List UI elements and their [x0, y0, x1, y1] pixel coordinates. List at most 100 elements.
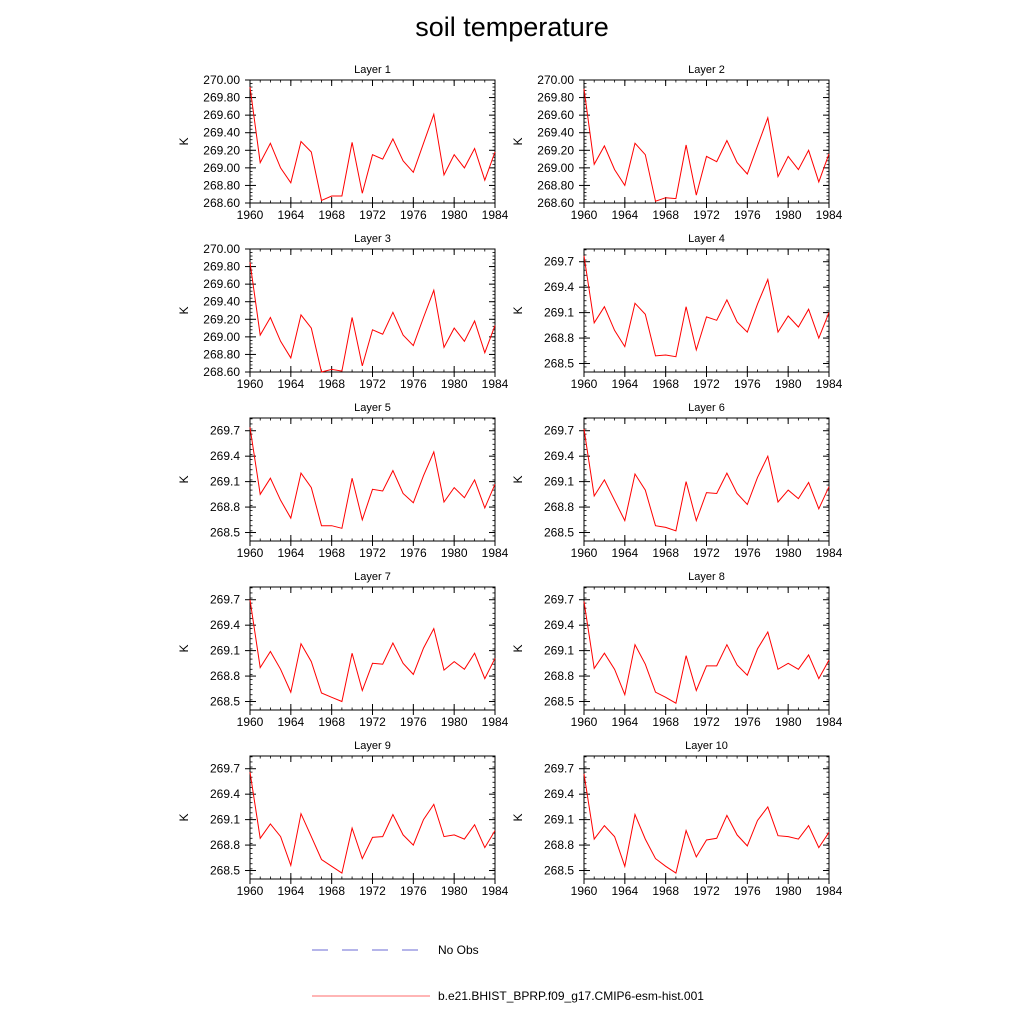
x-tick-label: 1984 — [482, 377, 509, 391]
x-tick-label: 1968 — [652, 208, 679, 222]
x-tick-label: 1964 — [611, 208, 638, 222]
x-tick-label: 1984 — [482, 208, 509, 222]
y-tick-label: 268.8 — [210, 838, 240, 852]
y-tick-label: 269.7 — [210, 593, 240, 607]
y-tick-label: 269.60 — [537, 108, 574, 122]
y-tick-label: 268.5 — [544, 526, 574, 540]
plot-frame — [249, 79, 496, 204]
x-tick-label: 1976 — [734, 884, 761, 898]
x-tick-label: 1968 — [652, 377, 679, 391]
panel-title: Layer 2 — [688, 64, 725, 76]
y-tick-label: 269.1 — [544, 644, 574, 658]
x-tick-label: 1964 — [611, 884, 638, 898]
y-tick-label: 268.8 — [544, 669, 574, 683]
panel-title: Layer 9 — [354, 740, 391, 752]
x-tick-label: 1964 — [277, 715, 304, 729]
y-tick-label: 268.5 — [210, 526, 240, 540]
x-tick-label: 1980 — [441, 546, 468, 560]
y-axis-label: K — [177, 644, 191, 652]
y-tick-label: 269.20 — [537, 143, 574, 157]
y-tick-label: 269.4 — [544, 280, 574, 294]
y-tick-label: 269.7 — [544, 593, 574, 607]
x-tick-label: 1960 — [571, 377, 598, 391]
y-tick-label: 268.80 — [203, 178, 240, 192]
x-tick-label: 1960 — [237, 377, 264, 391]
x-tick-label: 1984 — [816, 546, 843, 560]
panel-title: Layer 5 — [354, 402, 391, 414]
x-tick-label: 1960 — [237, 715, 264, 729]
y-axis-label: K — [511, 475, 525, 483]
y-tick-label: 270.00 — [203, 73, 240, 87]
plot-frame — [249, 248, 496, 373]
y-tick-label: 269.4 — [210, 787, 240, 801]
x-tick-label: 1968 — [318, 884, 345, 898]
y-axis-label: K — [511, 813, 525, 821]
x-tick-label: 1964 — [611, 546, 638, 560]
x-tick-label: 1960 — [571, 715, 598, 729]
panel-layer-4: Layer 4 K 1960 1964 1968 1972 1976 1980 1984 269.… — [511, 233, 843, 391]
series-line — [249, 772, 496, 874]
panel-title: Layer 1 — [354, 64, 391, 76]
y-tick-label: 269.40 — [203, 295, 240, 309]
y-tick-label: 268.8 — [544, 500, 574, 514]
y-tick-label: 269.1 — [210, 475, 240, 489]
panel-layer-9: Layer 9 K 1960 1964 1968 1972 1976 1980 1984 269.… — [177, 740, 509, 898]
x-tick-label: 1968 — [652, 715, 679, 729]
x-tick-label: 1968 — [318, 377, 345, 391]
y-tick-label: 269.1 — [210, 644, 240, 658]
page-title: soil temperature — [415, 12, 609, 42]
x-tick-label: 1984 — [816, 208, 843, 222]
x-tick-label: 1976 — [400, 208, 427, 222]
x-tick-label: 1984 — [816, 884, 843, 898]
y-axis-label: K — [177, 475, 191, 483]
x-tick-label: 1980 — [775, 884, 802, 898]
y-tick-label: 269.7 — [544, 255, 574, 269]
y-axis-label: K — [511, 306, 525, 314]
y-tick-label: 268.8 — [544, 838, 574, 852]
y-tick-label: 269.7 — [544, 424, 574, 438]
panel-title: Layer 3 — [354, 233, 391, 245]
x-tick-label: 1968 — [318, 546, 345, 560]
x-tick-label: 1976 — [400, 546, 427, 560]
y-tick-label: 268.8 — [544, 331, 574, 345]
panel-layer-8: Layer 8 K 1960 1964 1968 1972 1976 1980 1984 269.… — [511, 571, 843, 729]
plot-frame — [583, 586, 830, 711]
x-tick-label: 1972 — [359, 546, 386, 560]
y-tick-label: 268.5 — [544, 357, 574, 371]
x-tick-label: 1984 — [816, 715, 843, 729]
series-line — [583, 428, 830, 532]
x-tick-label: 1980 — [441, 715, 468, 729]
y-tick-label: 269.20 — [203, 143, 240, 157]
panel-title: Layer 8 — [688, 571, 725, 583]
x-tick-label: 1968 — [318, 208, 345, 222]
x-tick-label: 1980 — [775, 208, 802, 222]
x-tick-label: 1980 — [775, 377, 802, 391]
x-tick-label: 1972 — [693, 884, 720, 898]
panel-layer-2: Layer 2 K 1960 1964 1968 1972 1976 1980 1984 270.… — [511, 64, 843, 222]
plot-frame — [583, 755, 830, 880]
plot-frame — [249, 755, 496, 880]
y-tick-label: 269.60 — [203, 108, 240, 122]
panel-layer-1: Layer 1 K 1960 1964 1968 1972 1976 1980 1984 270.… — [177, 64, 509, 222]
x-tick-label: 1960 — [571, 884, 598, 898]
x-tick-label: 1984 — [482, 884, 509, 898]
x-tick-label: 1972 — [359, 208, 386, 222]
x-tick-label: 1980 — [441, 208, 468, 222]
y-tick-label: 269.4 — [210, 449, 240, 463]
y-tick-label: 269.7 — [210, 762, 240, 776]
y-tick-label: 269.4 — [544, 618, 574, 632]
panel-layer-6: Layer 6 K 1960 1964 1968 1972 1976 1980 1984 269.… — [511, 402, 843, 560]
panel-title: Layer 10 — [685, 740, 728, 752]
x-tick-label: 1976 — [734, 546, 761, 560]
x-tick-label: 1964 — [277, 546, 304, 560]
y-tick-label: 268.80 — [537, 178, 574, 192]
y-tick-label: 268.80 — [203, 347, 240, 361]
series-line — [249, 86, 496, 202]
x-tick-label: 1972 — [359, 884, 386, 898]
y-axis-label: K — [511, 137, 525, 145]
panel-layer-10: Layer 10 K 1960 1964 1968 1972 1976 1980 1984 269… — [511, 740, 843, 898]
y-tick-label: 269.7 — [544, 762, 574, 776]
panel-layer-7: Layer 7 K 1960 1964 1968 1972 1976 1980 1984 269.… — [177, 571, 509, 729]
y-tick-label: 268.5 — [210, 864, 240, 878]
x-tick-label: 1976 — [734, 377, 761, 391]
